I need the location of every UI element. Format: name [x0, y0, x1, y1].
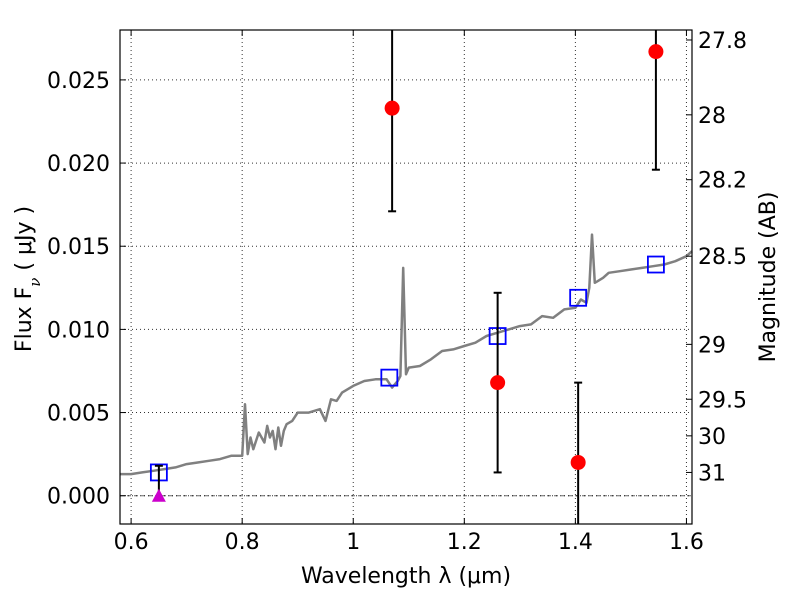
y-axis-title-unit: ( μJy ) [12, 206, 37, 278]
y-tick-label: 0.020 [47, 152, 110, 177]
model-photometry-point [380, 368, 399, 387]
y-axis-title-subscript: ν [26, 278, 44, 287]
plot-frame [119, 29, 693, 525]
y-axis-title: Flux Fν ( μJy ) [12, 206, 44, 352]
y2-axis: 27.8 28 28.2 28.5 29 29.5 30 31 [686, 29, 747, 486]
y-axis-title-text: Flux F [12, 287, 37, 352]
y2-tick-label: 28.5 [698, 245, 747, 270]
y-tick-label: 0.015 [47, 235, 110, 260]
y-tick-label: 0.005 [47, 402, 110, 427]
y-tick-label: 0.025 [47, 69, 110, 94]
model-photometry-point [569, 288, 588, 307]
y2-tick-label: 29.5 [698, 388, 747, 413]
y2-axis-title: Magnitude (AB) [756, 192, 781, 363]
y2-tick-label: 29 [698, 333, 726, 358]
grid-lines [120, 30, 692, 524]
upper-limit-marker [151, 488, 166, 502]
x-tick-label: 1.4 [558, 530, 593, 555]
observed-flux-point [384, 100, 400, 116]
y2-tick-label: 31 [698, 461, 726, 486]
observed-flux-point [570, 454, 586, 470]
x-tick-label: 1.6 [669, 530, 704, 555]
model-spectrum-line [120, 233, 693, 476]
y-tick-label: 0.010 [47, 318, 110, 343]
y-tick-label: 0.000 [47, 485, 110, 510]
x-axis: 0.6 0.8 1 1.2 1.4 1.6 [114, 30, 704, 555]
x-tick-label: 0.6 [114, 530, 149, 555]
y-axis: 0.000 0.005 0.010 0.015 0.020 0.025 [47, 69, 126, 510]
x-tick-label: 1 [346, 530, 360, 555]
observed-flux-point [490, 375, 506, 391]
y2-tick-label: 28.2 [698, 169, 747, 194]
x-axis-title: Wavelength λ (μm) [301, 564, 511, 589]
observed-flux-point [648, 44, 664, 60]
model-photometry-point [647, 255, 665, 274]
plot-area [120, 30, 693, 524]
y2-tick-label: 28 [698, 104, 726, 129]
x-tick-label: 0.8 [225, 530, 260, 555]
y2-tick-label: 27.8 [698, 29, 747, 54]
x-tick-label: 1.2 [447, 530, 482, 555]
y2-tick-label: 30 [698, 425, 726, 450]
